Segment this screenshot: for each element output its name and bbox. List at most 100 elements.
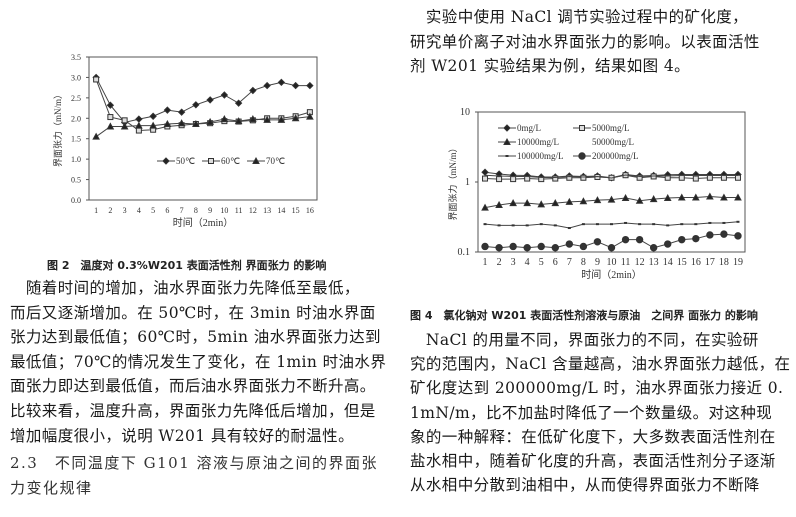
legend-label: 50℃ (176, 156, 195, 166)
y-tick-label: 0.1 (458, 247, 471, 258)
data-point (734, 232, 742, 240)
data-point (666, 224, 670, 227)
data-point (680, 223, 684, 226)
text-line: 随着时间的增加，油水界面张力先降低至最低， (10, 279, 360, 297)
data-point (621, 235, 630, 244)
data-point (537, 242, 545, 251)
text-line: 实验中使用 NaCl 调节实验过程中的矿化度， (410, 8, 749, 26)
data-point (635, 235, 644, 244)
data-point (220, 115, 229, 123)
x-tick-label: 19 (733, 257, 743, 268)
legend-marker (503, 137, 511, 145)
x-tick-label: 13 (649, 257, 659, 268)
x-tick-label: 6 (165, 206, 169, 215)
data-point (537, 200, 546, 208)
y-tick-label: 1.0 (71, 155, 81, 164)
y-tick-label: 3.5 (71, 53, 81, 62)
legend-label: 50000mg/L (592, 137, 634, 147)
data-point (163, 119, 172, 128)
x-tick-label: 4 (137, 206, 141, 215)
x-tick-label: 1 (94, 206, 98, 215)
data-point (177, 108, 186, 116)
data-point (163, 106, 172, 114)
series-line (485, 174, 738, 179)
data-point (551, 244, 559, 252)
data-point (523, 244, 531, 252)
y-axis-label: 界面张力（mN/m） (52, 90, 63, 167)
data-point (249, 115, 257, 123)
data-point (306, 81, 314, 90)
text-line: 究的范围内，NaCl 含量越高，油水界面张力越低，在 (410, 355, 791, 374)
legend-label: 70℃ (266, 156, 285, 166)
x-tick-label: 7 (567, 257, 572, 268)
legend-label: 0mg/L (517, 123, 541, 133)
data-point (192, 119, 200, 128)
x-tick-label: 8 (581, 257, 586, 268)
x-tick-label: 11 (621, 257, 631, 268)
data-point (552, 175, 559, 182)
data-point (649, 244, 658, 252)
data-point (135, 121, 143, 129)
data-point (565, 197, 574, 205)
x-tick-label: 12 (249, 206, 257, 215)
data-point (706, 192, 714, 200)
text-line: 比较来看，温度升高，界面张力先降低后增加，但是 (10, 402, 376, 420)
data-point (621, 193, 630, 202)
legend-label: 60℃ (221, 156, 240, 166)
data-point (483, 223, 487, 226)
legend-marker (578, 152, 586, 160)
figure-2-caption: 图 2 温度对 0.3%W201 表面活性剂 界面张力 的影响 (47, 259, 327, 272)
x-tick-label: 5 (539, 257, 544, 268)
x-tick-label: 15 (292, 206, 300, 215)
data-point (277, 78, 286, 87)
data-point (722, 221, 726, 224)
text-line: 而后又逐渐增加。在 50℃时，在 3min 时油水界面 (10, 303, 376, 322)
data-point (539, 223, 543, 226)
data-point (593, 196, 602, 204)
data-point (93, 76, 100, 83)
section-heading-line: 2.3 不同温度下 G101 溶液与原油之间的界面张 (10, 454, 379, 472)
x-tick-label: 10 (220, 206, 228, 215)
x-tick-label: 2 (108, 206, 112, 215)
data-point (720, 230, 728, 238)
data-point (220, 91, 229, 99)
data-point (263, 81, 271, 90)
data-point (734, 174, 741, 181)
data-point (734, 193, 742, 201)
data-point (511, 224, 515, 227)
x-tick-label: 8 (194, 206, 198, 215)
data-point (635, 196, 644, 204)
y-tick-label: 0.0 (71, 196, 81, 205)
x-tick-label: 17 (705, 257, 715, 268)
y-tick-label: 10 (460, 107, 470, 118)
data-point (566, 174, 573, 181)
y-tick-label: 1.5 (71, 135, 81, 144)
data-point (720, 193, 728, 201)
x-tick-label: 14 (277, 206, 285, 215)
text-line: 最低值；70℃的情况发生了变化，在 1min 时油水界 (10, 352, 387, 371)
data-point (538, 176, 545, 183)
text-line: 矿化度达到 200000mg/L 时，油水界面张力接近 0. (410, 379, 784, 398)
y-tick-label: 2.5 (71, 94, 81, 103)
data-point (291, 114, 300, 122)
data-point (120, 122, 129, 130)
data-point (482, 175, 489, 182)
data-point (691, 193, 700, 201)
data-point (649, 195, 658, 203)
data-point (593, 238, 602, 246)
x-tick-label: 4 (525, 257, 530, 268)
data-point (525, 224, 529, 227)
data-point (509, 199, 517, 207)
data-point (481, 168, 489, 176)
text-line: 增加幅度很小，说明 W201 具有较好的耐温性。 (10, 426, 354, 445)
x-tick-label: 1 (483, 257, 488, 268)
x-axis-label: 时间（2min） (581, 268, 642, 281)
data-point (106, 122, 115, 130)
x-tick-label: 5 (151, 206, 155, 215)
x-tick-label: 14 (663, 257, 673, 268)
x-tick-label: 16 (691, 257, 701, 268)
data-point (495, 200, 503, 208)
data-point (664, 240, 672, 248)
plot-frame (88, 56, 318, 201)
